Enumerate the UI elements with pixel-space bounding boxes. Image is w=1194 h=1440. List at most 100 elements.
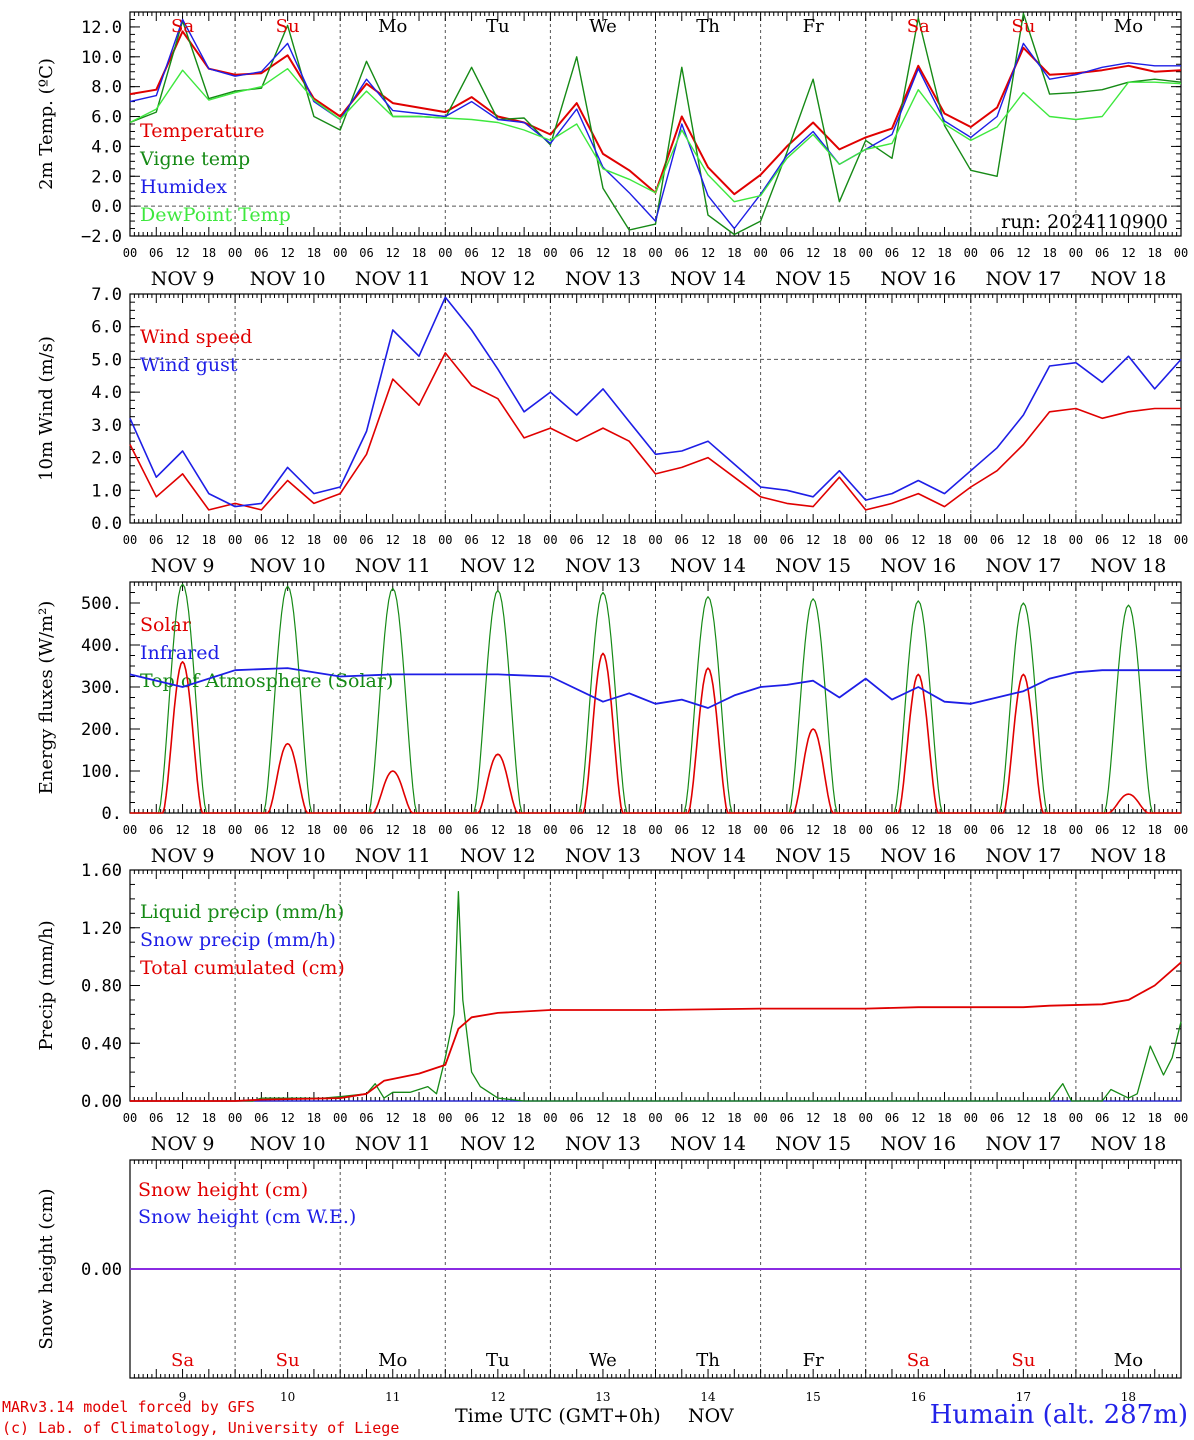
legend-entry: Snow precip (mm/h) (140, 929, 336, 951)
hour-tick-label: 00 (753, 1111, 767, 1125)
y-axis-title: Energy fluxes (W/m²) (36, 601, 57, 795)
hour-tick-label: 00 (648, 823, 662, 837)
hour-tick-label: 18 (517, 533, 531, 547)
hour-tick-label: 06 (149, 246, 163, 260)
series-line-2 (129, 12, 1182, 236)
hour-tick-label: 18 (517, 1111, 531, 1125)
hour-tick-label: 00 (228, 1111, 242, 1125)
hour-tick-label: 12 (1016, 246, 1030, 260)
hour-tick-label: 06 (675, 823, 689, 837)
panel-4: 0.00 0.40 0.80 1.20 1.60 Precip (mm/h) Liquid … (36, 861, 1188, 1155)
hour-tick-label: 00 (123, 246, 137, 260)
hour-tick-label: 12 (911, 1111, 925, 1125)
day-label: NOV 15 (775, 555, 851, 577)
hour-tick-label: 18 (307, 823, 321, 837)
hour-tick-label: 18 (1042, 533, 1056, 547)
hour-tick-label: 06 (359, 823, 373, 837)
hour-tick-label: 18 (1042, 1111, 1056, 1125)
day-label: NOV 13 (565, 845, 641, 867)
hour-tick-label: 12 (911, 246, 925, 260)
hour-tick-label: 00 (964, 533, 978, 547)
hour-tick-label: 18 (202, 1111, 216, 1125)
weekday-label: Tu (486, 16, 510, 37)
hour-tick-label: 18 (202, 246, 216, 260)
day-label: NOV 13 (565, 268, 641, 290)
hour-tick-label: 18 (1042, 246, 1056, 260)
day-label: NOV 9 (151, 555, 215, 577)
y-tick-label: 300. (81, 678, 122, 698)
hour-tick-label: 00 (1069, 533, 1083, 547)
y-tick-label: 400. (81, 636, 122, 656)
y-tick-label: 2.0 (91, 449, 122, 469)
hour-tick-label: 00 (1174, 533, 1188, 547)
day-label: NOV 14 (670, 268, 746, 290)
weekday-label: Mo (1114, 16, 1143, 37)
hour-tick-label: 12 (175, 246, 189, 260)
hour-tick-label: 06 (359, 246, 373, 260)
hour-tick-label: 12 (280, 533, 294, 547)
hour-tick-label: 18 (727, 246, 741, 260)
bottom-day-number: 13 (595, 1390, 610, 1404)
hour-tick-label: 00 (858, 823, 872, 837)
y-axis-title: Snow height (cm) (36, 1188, 57, 1349)
hour-tick-label: 06 (675, 246, 689, 260)
hour-tick-label: 12 (386, 823, 400, 837)
hour-tick-label: 06 (464, 823, 478, 837)
hour-tick-label: 18 (412, 533, 426, 547)
hour-tick-label: 00 (1174, 823, 1188, 837)
hour-tick-label: 12 (596, 246, 610, 260)
day-label: NOV 18 (1091, 268, 1167, 290)
hour-tick-label: 06 (359, 533, 373, 547)
y-tick-label: 200. (81, 720, 122, 740)
hour-tick-label: 18 (727, 1111, 741, 1125)
day-label: NOV 10 (250, 268, 326, 290)
hour-tick-label: 06 (990, 1111, 1004, 1125)
hour-tick-label: 00 (228, 533, 242, 547)
panel-2: 0.0 1.0 2.0 3.0 4.0 5.0 6.0 7.0 10m Wind (m/s) Wi… (36, 285, 1188, 577)
hour-tick-label: 12 (806, 533, 820, 547)
weekday-label: Fr (803, 1350, 824, 1371)
hour-tick-label: 12 (1016, 533, 1030, 547)
hour-tick-label: 06 (780, 246, 794, 260)
x-axis-title: Time UTC (GMT+0h) (455, 1405, 661, 1427)
solar-line (130, 652, 1181, 814)
day-label: NOV 14 (670, 1133, 746, 1155)
hour-tick-label: 00 (648, 246, 662, 260)
day-label: NOV 9 (151, 268, 215, 290)
hour-tick-label: 18 (202, 533, 216, 547)
hour-tick-label: 06 (464, 246, 478, 260)
hour-tick-label: 12 (911, 533, 925, 547)
weekday-label: Th (696, 16, 720, 37)
weekday-label: Su (276, 16, 300, 37)
hour-tick-label: 06 (990, 533, 1004, 547)
hour-tick-label: 06 (1095, 823, 1109, 837)
hour-tick-label: 12 (806, 246, 820, 260)
hour-tick-label: 12 (491, 246, 505, 260)
weekday-label: Tu (486, 1350, 510, 1371)
day-label: NOV 12 (460, 1133, 536, 1155)
y-tick-label: 12.0 (81, 18, 122, 38)
weekday-label: Sa (907, 16, 930, 37)
hour-tick-label: 00 (228, 823, 242, 837)
hour-tick-label: 18 (937, 246, 951, 260)
day-label: NOV 17 (985, 555, 1061, 577)
legend-entry: Snow height (cm W.E.) (138, 1206, 356, 1228)
day-label: NOV 10 (250, 845, 326, 867)
day-label: NOV 11 (355, 845, 431, 867)
legend-entry: Solar (140, 614, 192, 636)
y-tick-label: 7.0 (91, 285, 122, 305)
hour-tick-label: 00 (648, 1111, 662, 1125)
hour-tick-label: 06 (254, 533, 268, 547)
hour-tick-label: 18 (937, 1111, 951, 1125)
hour-tick-label: 18 (307, 246, 321, 260)
hour-tick-label: 18 (412, 823, 426, 837)
total-cumulated-line (130, 961, 1182, 1102)
hour-tick-label: 00 (964, 823, 978, 837)
weekday-label: Su (1011, 16, 1035, 37)
hour-tick-label: 00 (648, 533, 662, 547)
y-tick-label: 2.0 (91, 167, 122, 187)
hour-tick-label: 12 (701, 823, 715, 837)
hour-tick-label: 00 (333, 533, 347, 547)
day-label: NOV 18 (1091, 555, 1167, 577)
hour-tick-label: 00 (1174, 246, 1188, 260)
